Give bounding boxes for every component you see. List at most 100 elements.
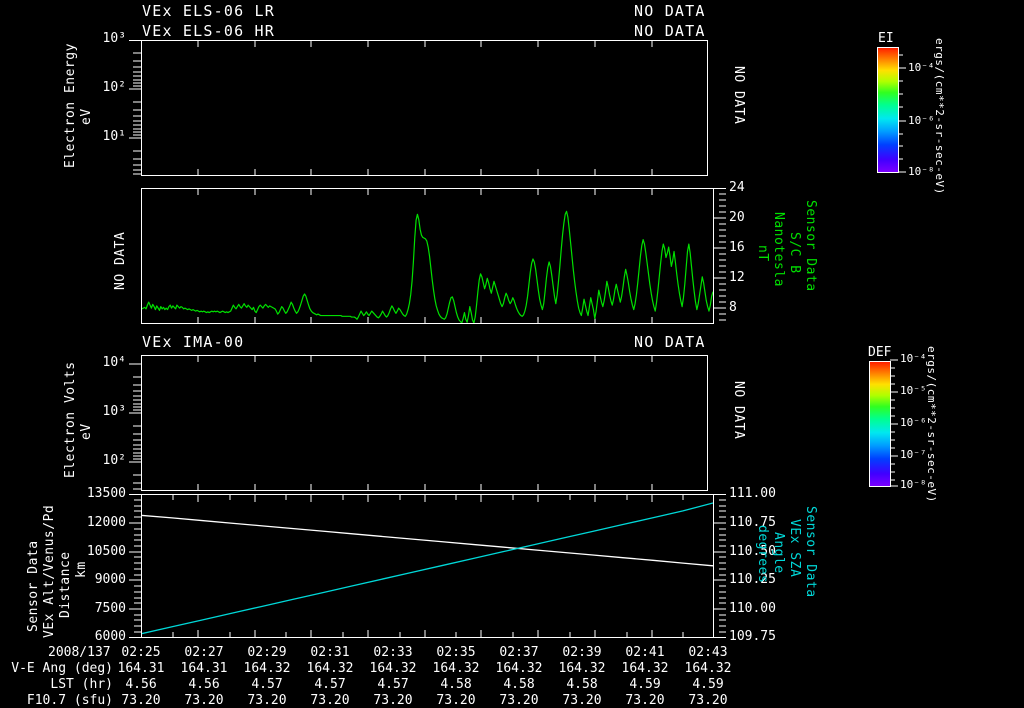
panel2-ticks	[197, 188, 653, 324]
panel2-rlabel-nt: nT	[755, 245, 770, 262]
footer-label-f107: F10.7 (sfu)	[26, 693, 113, 708]
colorbar1-units: ergs/(cm**2-sr-sec-eV)	[933, 38, 946, 195]
footer-lst: 4.58	[503, 677, 535, 692]
footer-lst: 4.59	[629, 677, 661, 692]
panel2-ytick-12: 12	[729, 270, 745, 285]
footer-time: 02:37	[499, 645, 539, 660]
footer-time: 02:25	[121, 645, 161, 660]
footer-lst: 4.56	[188, 677, 220, 692]
panel4-ytick-13500: 13500	[86, 486, 126, 501]
panel1-nodata-lr: NO DATA	[634, 2, 706, 20]
panel4-ticks	[172, 494, 684, 638]
footer-f107: 73.20	[247, 693, 287, 708]
footer-label-ve-ang: V-E Ang (deg)	[11, 661, 113, 676]
panel3-ytick-1e2: 10²	[102, 453, 126, 468]
footer-f107: 73.20	[121, 693, 161, 708]
panel2-rlabel-sensor-data: Sensor Data	[803, 200, 818, 292]
panel2-nodata-left: NO DATA	[113, 231, 128, 290]
panel4-ytick-10500: 10500	[86, 544, 126, 559]
panel2-rlabel-scb: S/C B	[787, 232, 802, 274]
panel4-rlabel-sza: VEx SZA	[787, 519, 802, 578]
colorbar1-gradient	[877, 47, 899, 173]
panel3-ylabel-line2: eV	[79, 423, 94, 440]
panel3-yticks	[129, 363, 142, 490]
footer-time: 02:33	[373, 645, 413, 660]
colorbar1-tick-1e-8: 10⁻⁸	[908, 165, 935, 178]
colorbar2-ticks	[890, 359, 898, 487]
panel4-rtick-110-25: 110.25	[729, 572, 776, 587]
panel3-title: VEx IMA-00	[142, 333, 245, 351]
panel2-right-ticks	[714, 188, 726, 321]
panel4-rtick-110-50: 110.50	[729, 544, 776, 559]
panel2-ytick-20: 20	[729, 210, 745, 225]
footer-time: 02:27	[184, 645, 224, 660]
footer-ve-ang: 164.32	[558, 661, 606, 676]
footer-ve-ang: 164.32	[621, 661, 669, 676]
panel1-ylabel-line2: eV	[79, 108, 94, 125]
panel4-rtick-110-00: 110.00	[729, 601, 776, 616]
panel4-llabel-km: km	[74, 561, 89, 578]
panel4-llabel-distance: Distance	[58, 551, 73, 618]
panel1-yticks	[129, 40, 142, 175]
footer-ve-ang: 164.31	[117, 661, 165, 676]
footer-label-lst: LST (hr)	[50, 677, 113, 692]
colorbar2-tick-1e-4: 10⁻⁴	[900, 352, 927, 365]
panel1-ticks	[197, 40, 653, 176]
panel1-ylabel-line1: Electron Energy	[63, 43, 78, 168]
footer-lst: 4.58	[440, 677, 472, 692]
footer-f107: 73.20	[562, 693, 602, 708]
footer-time: 02:39	[562, 645, 602, 660]
footer-time: 02:35	[436, 645, 476, 660]
footer-date: 2008/137	[48, 645, 111, 660]
panel2-ytick-24: 24	[729, 180, 745, 195]
panel3-ytick-1e3: 10³	[102, 404, 126, 419]
footer-ve-ang: 164.32	[306, 661, 354, 676]
footer-lst: 4.57	[377, 677, 409, 692]
panel2-rlabel-nanotesla: Nanotesla	[771, 212, 786, 287]
footer-f107: 73.20	[688, 693, 728, 708]
footer-f107: 73.20	[310, 693, 350, 708]
panel-electron-energy	[141, 40, 708, 176]
footer-lst: 4.59	[692, 677, 724, 692]
footer-time: 02:41	[625, 645, 665, 660]
colorbar2-units: ergs/(cm**2-sr-sec-eV)	[925, 346, 938, 503]
footer-time: 02:43	[688, 645, 728, 660]
panel2-ytick-16: 16	[729, 240, 745, 255]
footer-f107: 73.20	[184, 693, 224, 708]
panel4-right-ticks	[714, 494, 726, 638]
footer-ve-ang: 164.32	[432, 661, 480, 676]
colorbar2-tick-1e-6: 10⁻⁶	[900, 416, 927, 429]
panel4-rlabel-angle: Angle	[771, 532, 786, 574]
footer-lst: 4.57	[314, 677, 346, 692]
footer-f107: 73.20	[373, 693, 413, 708]
panel3-nodata-right: NO DATA	[731, 381, 746, 440]
panel-altitude-sza	[141, 494, 714, 638]
colorbar2-tick-1e-7: 10⁻⁷	[900, 448, 927, 461]
footer-ve-ang: 164.32	[243, 661, 291, 676]
colorbar2-gradient	[869, 361, 891, 487]
panel3-nodata-top: NO DATA	[634, 333, 706, 351]
panel4-ytick-6000: 6000	[94, 629, 126, 644]
panel4-rtick-109-75: 109.75	[729, 629, 776, 644]
altitude-sza-traces	[142, 502, 713, 635]
panel4-rlabel-sensor-data: Sensor Data	[803, 506, 818, 598]
colorbar2-title: DEF	[868, 345, 892, 360]
footer-time: 02:31	[310, 645, 350, 660]
footer-lst: 4.56	[125, 677, 157, 692]
panel1-ytick-1e2: 10²	[102, 80, 126, 95]
panel4-llabel-alt: VEx Alt/Venus/Pd	[42, 504, 57, 638]
panel1-nodata-hr: NO DATA	[634, 22, 706, 40]
colorbar1-tick-1e-6: 10⁻⁶	[908, 114, 935, 127]
footer-ve-ang: 164.32	[369, 661, 417, 676]
footer-lst: 4.57	[251, 677, 283, 692]
colorbar2-tick-1e-8: 10⁻⁸	[900, 478, 927, 491]
footer-ve-ang: 164.32	[495, 661, 543, 676]
panel4-ytick-12000: 12000	[86, 515, 126, 530]
panel-magnetic-field	[141, 188, 714, 324]
colorbar1-tick-1e-4: 10⁻⁴	[908, 61, 935, 74]
panel1-ytick-1e3: 10³	[102, 31, 126, 46]
panel4-ytick-9000: 9000	[94, 572, 126, 587]
footer-ve-ang: 164.32	[684, 661, 732, 676]
panel1-title-hr: VEx ELS-06 HR	[142, 22, 275, 40]
panel4-ytick-7500: 7500	[94, 601, 126, 616]
